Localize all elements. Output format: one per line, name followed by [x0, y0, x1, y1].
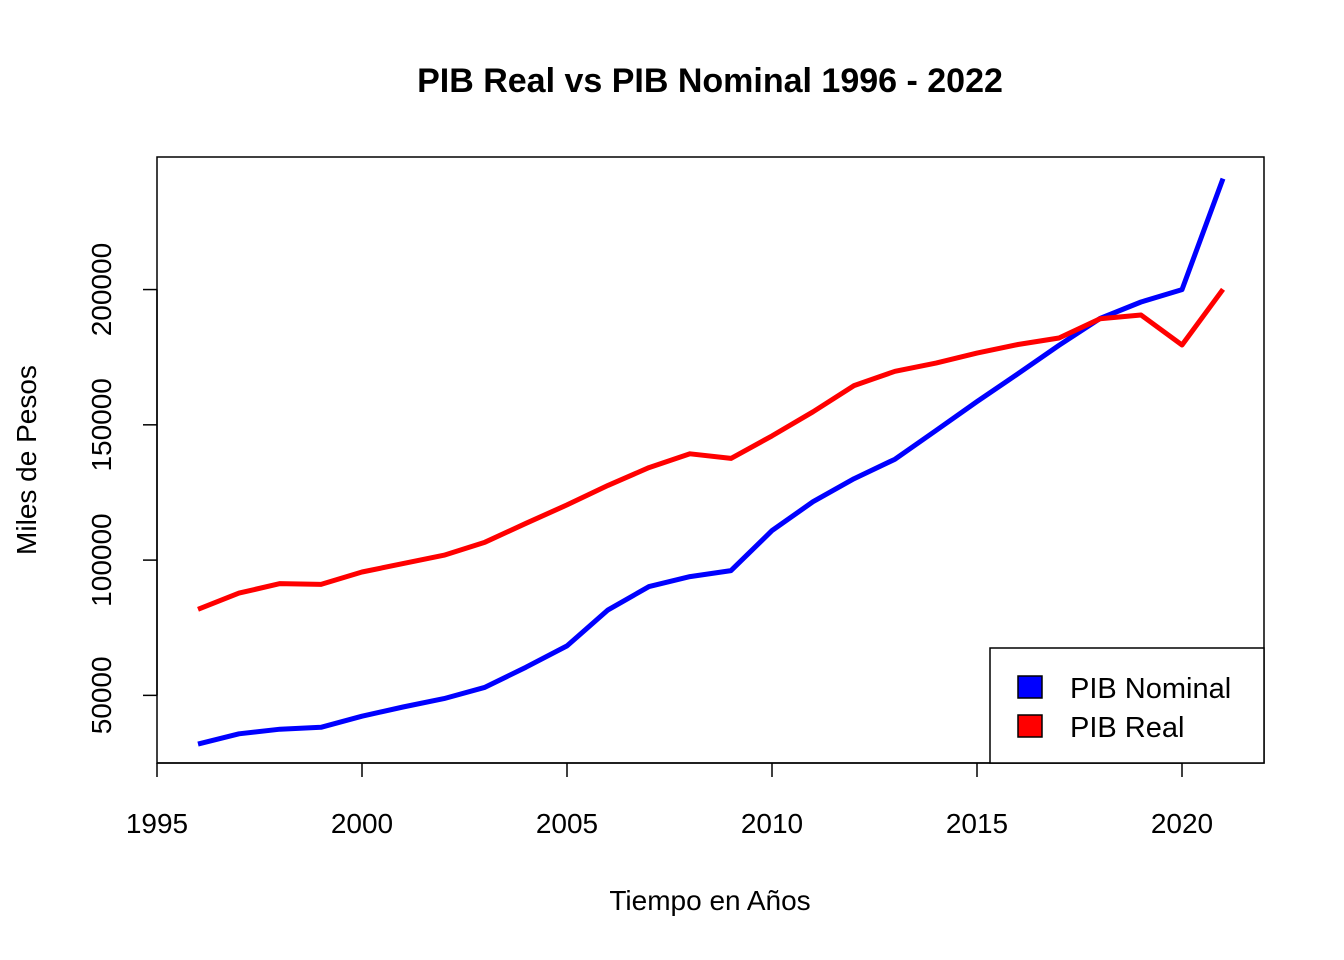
y-axis-label: Miles de Pesos	[11, 365, 42, 555]
series-line-pib-nominal	[197, 177, 1226, 747]
series-line-pib-real	[197, 287, 1226, 612]
legend-label-pib-real: PIB Real	[1070, 712, 1184, 744]
legend-label-pib-nominal: PIB Nominal	[1070, 673, 1231, 705]
x-tick-label: 2010	[741, 808, 803, 839]
legend: PIB Nominal PIB Real	[989, 647, 1265, 764]
y-tick-label: 200000	[86, 243, 117, 336]
x-tick-label: 2005	[536, 808, 598, 839]
legend-frame	[989, 647, 1265, 764]
series-group	[197, 177, 1226, 747]
x-tick-label: 2020	[1151, 808, 1213, 839]
x-tick-label: 1995	[126, 808, 188, 839]
y-tick-label: 100000	[86, 513, 117, 606]
chart-title: PIB Real vs PIB Nominal 1996 - 2022	[417, 62, 1003, 100]
y-tick-label: 50000	[86, 656, 117, 734]
x-tick-label: 2015	[946, 808, 1008, 839]
x-axis: 1995 2000 2005 2010 2015 2020	[126, 762, 1213, 839]
legend-swatch-pib-nominal	[1017, 675, 1043, 699]
y-axis: 50000 100000 150000 200000	[86, 243, 158, 734]
y-tick-label: 150000	[86, 378, 117, 471]
x-axis-label: Tiempo en Años	[609, 885, 810, 916]
x-tick-label: 2000	[331, 808, 393, 839]
legend-swatch-pib-real	[1017, 714, 1043, 738]
